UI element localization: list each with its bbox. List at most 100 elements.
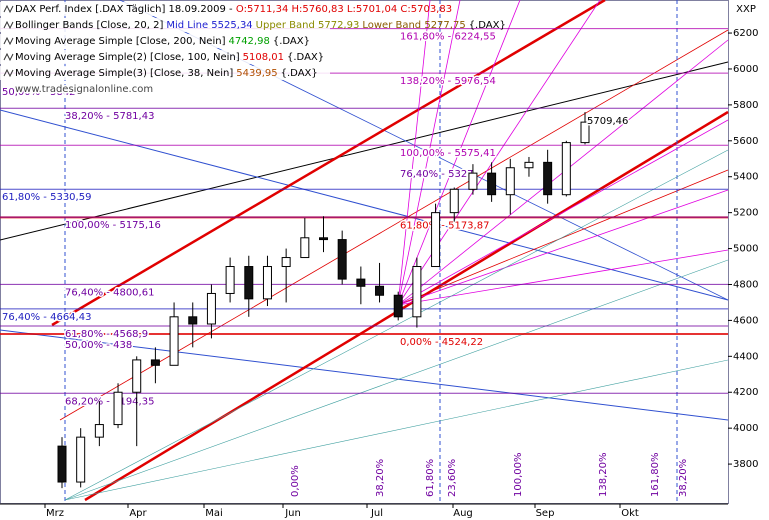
candle-body [524,161,534,169]
candle-body [132,359,142,393]
legend-part: Lower Band 5277,75 [362,20,465,31]
candle-body [505,167,515,196]
x-tick-label: Sep [536,508,555,519]
legend-part: 5439,95 [236,68,277,79]
legend-bg [0,66,330,80]
candle-body [375,285,385,296]
y-tick-label: 5600 [733,136,758,147]
time-fib-label: 61,80% [425,459,436,497]
fib-label: 100,00% - 5575,41 [400,148,496,159]
x-tick-label: Okt [621,508,639,519]
legend-bg [0,34,330,48]
y-tick-label: 4600 [733,315,758,326]
legend-part: {.DAX} [273,36,310,47]
y-tick-label: 4000 [733,423,758,434]
legend-bg [0,18,330,32]
legend-part: Bollinger Bands [Close, 20, 2] [15,20,163,31]
y-tick-label: 5000 [733,244,758,255]
x-tick-label: Mrz [46,508,64,519]
y-tick-label: 6000 [733,64,758,75]
time-fib-label: 38,20% [678,459,689,497]
candle-body [150,359,160,366]
legend-icon [3,36,14,46]
fib-label: 61,80% - 5330,59 [2,192,91,203]
legend-bg [0,2,330,16]
legend-icon [3,52,14,62]
time-fib-label: 138,20% [598,453,609,498]
legend-part: 4742,98 [228,36,269,47]
candle-body [188,316,198,325]
legend-part: Upper Band 5772,93 [256,20,360,31]
fib-label: 50,00% - 5842 [2,87,76,98]
candle-body [225,266,235,294]
candle-body [487,172,497,196]
candle-body [319,237,328,241]
candle-body [169,316,179,366]
y-tick-label: 4800 [733,279,758,290]
candle-body [206,292,216,325]
legend-part: Moving Average Simple(2) [Close, 100, Ne… [15,52,240,63]
candle-body [412,266,422,318]
time-fib-label: 38,20% [375,459,386,497]
axis-label: XXP [736,4,756,15]
legend-part: 5108,01 [243,52,284,63]
x-tick-label: Mai [205,508,223,519]
legend-line: Moving Average Simple [Close, 200, Nein]… [15,36,310,47]
legend-icon [3,20,14,30]
candle-body [113,391,123,426]
legend-part: {.DAX} [281,68,318,79]
candle-body [468,172,478,190]
y-tick-label: 5800 [733,100,758,111]
legend-part: DAX Perf. Index [.DAX Täglich] 18.09.200… [15,4,233,15]
fib-label: 38,20% - 5781,43 [65,111,154,122]
time-fib-label: 0,00% [290,465,301,497]
x-tick-label: Aug [453,508,473,519]
fib-label: 0,00% - 4524,22 [400,337,483,348]
fib-label: 161,80% - 6224,55 [400,32,496,43]
fib-label: 138,20% - 5976,54 [400,76,496,87]
legend-bg [0,50,330,64]
candle-body [337,239,347,280]
legend-icon [3,4,14,14]
watermark: www.tradesignalonline.com [15,84,153,95]
y-tick-label: 4200 [733,387,758,398]
candle-body [356,278,366,287]
legend-part: Moving Average Simple [Close, 200, Nein] [15,36,226,47]
candle-body [281,257,291,268]
x-tick-label: Apr [129,508,147,519]
fib-label: 76,40% - 4664,43 [2,312,91,323]
candle-body [57,445,67,483]
candle-body [561,142,571,196]
legend-part: {.DAX} [287,52,324,63]
candle-body [431,212,441,268]
legend-part: Moving Average Simple(3) [Close, 38, Nei… [15,68,233,79]
fib-label: 61,80% - 5173,87 [400,220,489,231]
time-fib-label: 100,00% [513,453,524,498]
candle-body [300,237,310,259]
legend-part: O:5711,34 H:5760,83 L:5701,04 C:5703,83 [236,4,452,15]
y-tick-label: 3800 [733,459,758,470]
y-tick-label: 5400 [733,172,758,183]
fib-label: 76,40% - 4800,61 [65,287,154,298]
legend-line: DAX Perf. Index [.DAX Täglich] 18.09.200… [15,4,452,15]
candle-body [262,266,272,300]
fib-label: 68,20% - 4194,35 [65,396,154,407]
candle-body [76,436,86,483]
legend-line: Bollinger Bands [Close, 20, 2] Mid Line 5… [15,20,506,31]
candle-body [393,294,403,318]
candle-body [543,161,553,196]
fib-label: 76,40% - 5327 [400,169,474,180]
time-fib-label: 161,80% [650,453,661,498]
y-tick-label: 6200 [733,28,758,39]
candle-body [94,424,104,438]
legend-part: Mid Line 5525,34 [166,20,252,31]
fib-label: 100,00% - 5175,16 [65,220,161,231]
x-tick-label: Jun [284,508,301,519]
x-tick-label: Jul [370,508,383,519]
candle-body [580,121,590,144]
legend-icon [3,68,14,78]
fib-label: 50,00% - 438 [65,340,132,351]
